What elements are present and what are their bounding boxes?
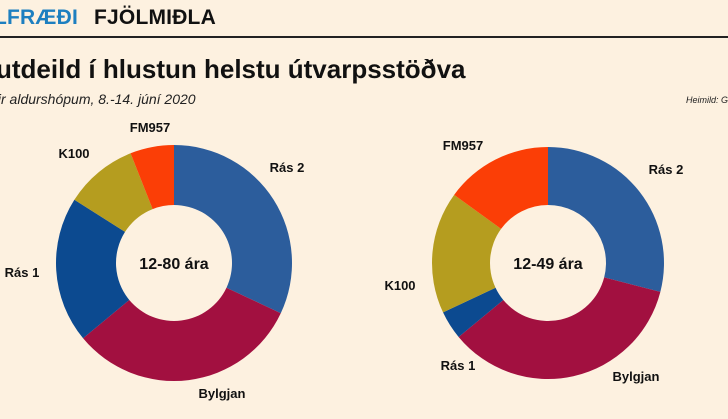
slice-label: Rás 1 <box>441 358 476 373</box>
section-kicker-prefix: LFRÆÐI <box>0 6 79 29</box>
donut-slice-r-s-1 <box>56 199 130 339</box>
slice-label: K100 <box>58 146 89 161</box>
donut-slice-r-s-2 <box>174 145 292 314</box>
slice-label: Bylgjan <box>613 369 660 384</box>
section-kicker-main: FJÖLMIÐLA <box>94 6 216 29</box>
slice-label: Rás 2 <box>270 160 305 175</box>
slice-label: Rás 1 <box>5 265 40 280</box>
slice-label: Bylgjan <box>199 386 246 401</box>
slice-label: K100 <box>384 278 415 293</box>
donut-slice-r-s-2 <box>548 147 664 292</box>
donut-slice-r-s-1 <box>443 287 504 337</box>
header-banner: LFRÆÐI FJÖLMIÐLA <box>0 6 728 32</box>
chart-title: utdeild í hlustun helstu útvarpsstöðva <box>0 54 466 84</box>
donut-slice-bylgjan <box>83 287 281 381</box>
donut-slice-k100 <box>74 153 153 232</box>
header-divider <box>0 36 728 38</box>
donut-center-label: 12-80 ára <box>139 256 208 273</box>
slice-label: Rás 2 <box>649 162 684 177</box>
slice-label: FM957 <box>130 120 170 135</box>
chart-subtitle: tir aldurshópum, 8.-14. júní 2020 <box>0 91 196 107</box>
slice-label: FM957 <box>443 138 483 153</box>
source-note: Heimild: G <box>686 95 728 105</box>
donut-center-label: 12-49 ára <box>513 256 582 273</box>
donut-slice-fm957 <box>130 145 174 210</box>
donut-slice-k100 <box>432 194 502 313</box>
donut-slice-bylgjan <box>458 277 661 380</box>
donut-slice-fm957 <box>454 147 548 229</box>
